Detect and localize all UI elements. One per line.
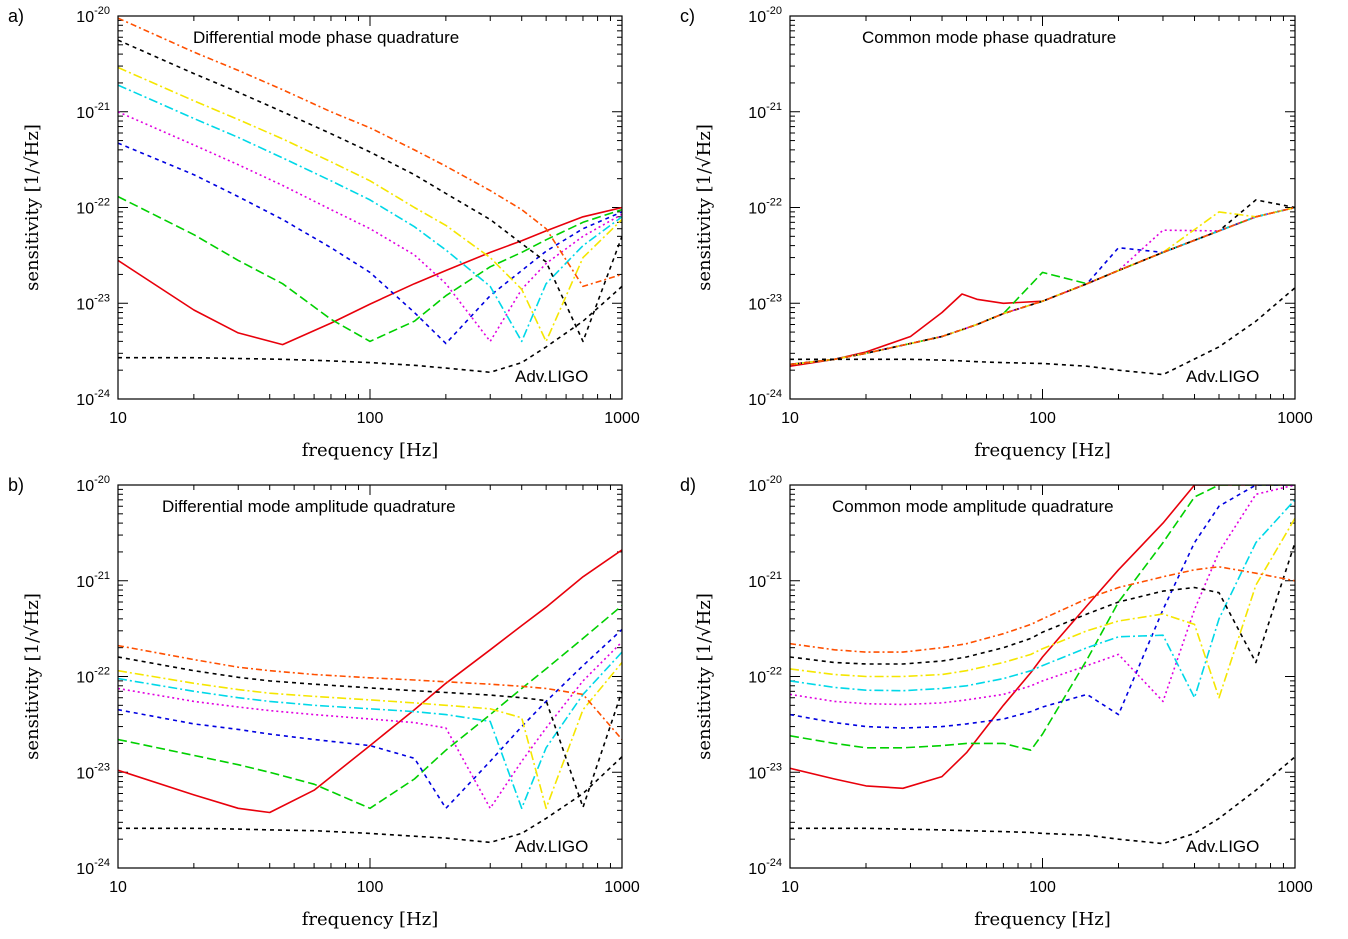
y-axis-label: sensitivity [1/√Hz] xyxy=(22,124,43,291)
y-tick-label: 10-22 xyxy=(748,666,782,687)
chart-title: Common mode phase quadrature xyxy=(862,28,1116,47)
series-line-8 xyxy=(790,566,1295,653)
x-tick-label: 1000 xyxy=(604,410,640,427)
series-line-7 xyxy=(118,656,622,809)
y-tick-label: 10-24 xyxy=(76,857,110,878)
series-line-6 xyxy=(790,517,1295,699)
x-tick-label: 1000 xyxy=(604,879,640,896)
x-tick-label: 10 xyxy=(781,879,799,896)
series-line-2 xyxy=(118,195,622,343)
y-tick-label: 10-23 xyxy=(748,292,782,313)
y-tick-label: 10-20 xyxy=(76,474,110,495)
series-line-7 xyxy=(790,542,1295,665)
y-tick-label: 10-21 xyxy=(748,101,782,122)
x-tick-label: 100 xyxy=(357,879,384,896)
reference-label: Adv.LIGO xyxy=(515,367,588,386)
series-line-5 xyxy=(118,84,622,343)
series-line-9 xyxy=(790,287,1295,376)
reference-label: Adv.LIGO xyxy=(515,837,588,856)
series-line-1 xyxy=(118,206,622,346)
y-tick-label: 10-23 xyxy=(76,292,110,313)
chart-title: Differential mode phase quadrature xyxy=(193,28,459,47)
series-line-4 xyxy=(118,111,622,343)
y-tick-label: 10-21 xyxy=(76,570,110,591)
y-tick-label: 10-22 xyxy=(76,197,110,218)
series-line-9 xyxy=(118,285,622,374)
y-tick-label: 10-23 xyxy=(76,761,110,782)
y-tick-label: 10-20 xyxy=(748,5,782,26)
panel-label: c) xyxy=(680,6,695,26)
x-tick-label: 10 xyxy=(109,879,127,896)
panel-label: a) xyxy=(8,6,24,26)
series-line-8 xyxy=(790,206,1295,366)
series-line-9 xyxy=(118,756,622,844)
series-line-2 xyxy=(790,485,1295,751)
x-axis-label: frequency [Hz] xyxy=(302,440,438,461)
series-line-7 xyxy=(118,39,622,343)
x-tick-label: 1000 xyxy=(1277,410,1313,427)
y-tick-label: 10-24 xyxy=(748,388,782,409)
series-line-4 xyxy=(118,641,622,810)
plot-frame xyxy=(789,484,1296,869)
series-line-3 xyxy=(118,142,622,345)
series-line-6 xyxy=(790,206,1295,366)
series-line-5 xyxy=(118,651,622,810)
reference-label: Adv.LIGO xyxy=(1186,367,1259,386)
panel-label: b) xyxy=(8,475,24,495)
chart-title: Differential mode amplitude quadrature xyxy=(162,497,456,516)
chart-panel-c: 10 100 1000 10-24 10-23 10-22 10-21 10-20 c) Comm… xyxy=(680,5,1313,461)
x-tick-label: 100 xyxy=(1029,879,1056,896)
y-tick-label: 10-22 xyxy=(748,197,782,218)
series-line-6 xyxy=(118,66,622,343)
series-line-7 xyxy=(790,199,1295,366)
y-axis-label: sensitivity [1/√Hz] xyxy=(694,124,715,291)
y-tick-label: 10-21 xyxy=(748,570,782,591)
y-tick-label: 10-20 xyxy=(76,5,110,26)
chart-panel-a: 10 100 1000 10-24 10-23 10-22 10-21 10-20 a) Diff… xyxy=(8,5,640,461)
series-line-3 xyxy=(118,628,622,810)
chart-title: Common mode amplitude quadrature xyxy=(832,497,1114,516)
series-line-2 xyxy=(118,604,622,810)
series-line-8 xyxy=(118,644,622,741)
series-line-9 xyxy=(790,756,1295,845)
series-line-5 xyxy=(790,499,1295,699)
y-tick-label: 10-20 xyxy=(748,474,782,495)
y-tick-label: 10-24 xyxy=(76,388,110,409)
series-line-1 xyxy=(790,485,1295,790)
series-line-6 xyxy=(118,661,622,810)
chart-panel-b: 10 100 1000 10-24 10-23 10-22 10-21 10-20 b) Diff… xyxy=(8,474,640,930)
x-axis-label: frequency [Hz] xyxy=(974,440,1110,461)
y-axis-label: sensitivity [1/√Hz] xyxy=(694,593,715,760)
y-tick-label: 10-24 xyxy=(748,857,782,878)
y-axis-label: sensitivity [1/√Hz] xyxy=(22,593,43,760)
plot-frame xyxy=(789,15,1296,400)
series-line-8 xyxy=(118,17,622,288)
x-tick-label: 10 xyxy=(109,410,127,427)
y-tick-label: 10-22 xyxy=(76,666,110,687)
plot-frame xyxy=(117,484,623,869)
series-line-1 xyxy=(118,549,622,814)
reference-label: Adv.LIGO xyxy=(1186,837,1259,856)
series-line-3 xyxy=(790,485,1295,729)
y-tick-label: 10-21 xyxy=(76,101,110,122)
x-axis-label: frequency [Hz] xyxy=(974,909,1110,930)
panel-label: d) xyxy=(680,475,696,495)
plot-frame xyxy=(117,15,623,400)
x-tick-label: 100 xyxy=(1029,410,1056,427)
x-axis-label: frequency [Hz] xyxy=(302,909,438,930)
x-tick-label: 1000 xyxy=(1277,879,1313,896)
series-line-4 xyxy=(790,485,1295,706)
y-tick-label: 10-23 xyxy=(748,761,782,782)
x-tick-label: 10 xyxy=(781,410,799,427)
chart-panel-d: 10 100 1000 10-24 10-23 10-22 10-21 10-20 d) Comm… xyxy=(680,474,1313,930)
x-tick-label: 100 xyxy=(357,410,384,427)
